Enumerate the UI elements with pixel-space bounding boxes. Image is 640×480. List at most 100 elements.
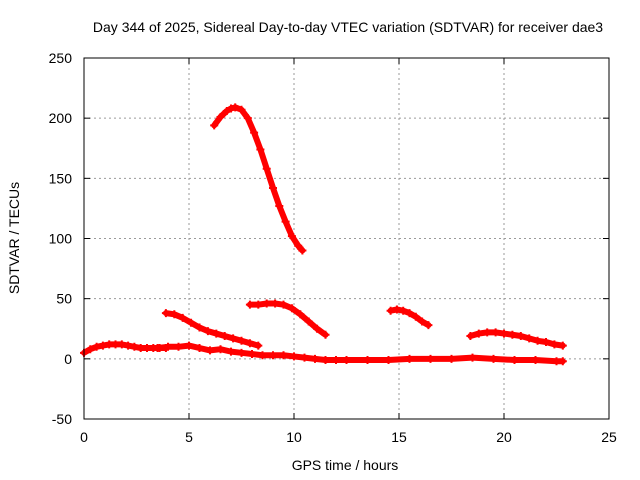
- series-trace: [211, 104, 306, 254]
- data-point: [237, 348, 246, 357]
- data-point: [531, 356, 540, 365]
- grid-lines: [84, 58, 609, 419]
- data-point: [98, 341, 107, 350]
- data-point: [500, 329, 508, 338]
- y-tick-label: 150: [49, 170, 73, 186]
- x-tick-label: 5: [185, 429, 193, 445]
- series-trace: [467, 329, 566, 349]
- data-point: [130, 342, 139, 351]
- data-point: [447, 354, 456, 363]
- data-point: [229, 334, 238, 343]
- data-point: [386, 306, 395, 315]
- data-point: [489, 354, 498, 363]
- data-point: [254, 341, 263, 350]
- data-point: [418, 317, 427, 326]
- data-point: [245, 300, 254, 309]
- data-point: [533, 336, 542, 345]
- data-point: [468, 353, 477, 362]
- data-point: [237, 105, 246, 114]
- data-point: [298, 246, 307, 255]
- series-arc-5: [466, 328, 567, 350]
- data-point: [124, 341, 133, 350]
- data-point: [174, 342, 183, 351]
- data-point: [275, 202, 284, 211]
- y-tick-label: 250: [49, 50, 73, 66]
- data-point: [558, 341, 567, 350]
- data-point: [262, 299, 271, 308]
- data-point: [117, 340, 126, 349]
- series-arc-8: [321, 353, 567, 366]
- data-point: [203, 327, 212, 336]
- data-point: [210, 121, 219, 130]
- data-point: [281, 217, 290, 226]
- data-point: [279, 300, 288, 309]
- data-point: [243, 114, 252, 123]
- data-point: [290, 352, 298, 361]
- data-point: [250, 128, 259, 137]
- data-point: [222, 106, 231, 115]
- y-tick-label: 0: [64, 351, 72, 367]
- series-trace: [154, 342, 339, 364]
- y-tick-label: 50: [56, 291, 72, 307]
- data-point: [294, 241, 303, 250]
- data-point: [269, 183, 277, 192]
- data-point: [321, 330, 330, 339]
- data-point: [187, 318, 196, 327]
- data-point: [392, 305, 401, 314]
- data-point: [542, 337, 550, 346]
- series-arc-1: [210, 103, 307, 255]
- x-axis-label: GPS time / hours: [292, 457, 399, 473]
- chart-title: Day 344 of 2025, Sidereal Day-to-day VTE…: [93, 19, 603, 35]
- data-point: [516, 331, 525, 340]
- data-point: [304, 317, 313, 326]
- y-axis-label: SDTVAR / TECUs: [6, 182, 22, 294]
- series-arc-7: [153, 341, 340, 365]
- data-point: [92, 342, 101, 351]
- data-point: [510, 356, 519, 365]
- data-point: [227, 347, 235, 356]
- data-point: [220, 331, 229, 340]
- data-point: [164, 342, 172, 351]
- data-series: [80, 103, 567, 366]
- data-point: [206, 346, 214, 355]
- data-point: [248, 350, 256, 359]
- data-point: [483, 328, 492, 337]
- data-point: [216, 112, 225, 121]
- x-tick-label: 20: [496, 429, 512, 445]
- data-point: [227, 104, 235, 113]
- data-point: [195, 323, 204, 332]
- series-trace: [322, 354, 566, 365]
- axis-ticks: 0 5 10 15 20 25 -50 0 50 100 150 200 250: [49, 50, 617, 445]
- data-point: [231, 103, 240, 112]
- x-tick-label: 15: [391, 429, 407, 445]
- data-point: [237, 336, 246, 345]
- x-tick-label: 10: [286, 429, 302, 445]
- data-point: [170, 310, 179, 319]
- y-tick-label: -50: [52, 411, 72, 427]
- data-point: [287, 304, 296, 313]
- data-point: [178, 313, 187, 322]
- plot-frame: [83, 57, 610, 420]
- data-point: [311, 354, 319, 363]
- data-point: [491, 328, 500, 337]
- data-point: [212, 329, 221, 338]
- data-point: [245, 339, 254, 348]
- series-trace: [246, 300, 329, 338]
- data-point: [271, 299, 280, 308]
- data-point: [424, 321, 433, 330]
- data-point: [287, 232, 296, 241]
- data-point: [405, 354, 414, 363]
- data-point: [195, 344, 204, 353]
- data-point: [279, 351, 288, 360]
- data-point: [363, 356, 372, 365]
- x-tick-label: 0: [80, 429, 88, 445]
- x-tick-label: 25: [601, 429, 617, 445]
- data-point: [466, 331, 475, 340]
- data-point: [258, 351, 267, 360]
- data-point: [405, 309, 414, 318]
- data-point: [185, 341, 193, 350]
- data-point: [153, 344, 162, 353]
- data-point: [296, 310, 305, 319]
- series-arc-3: [245, 299, 330, 339]
- data-point: [216, 345, 225, 354]
